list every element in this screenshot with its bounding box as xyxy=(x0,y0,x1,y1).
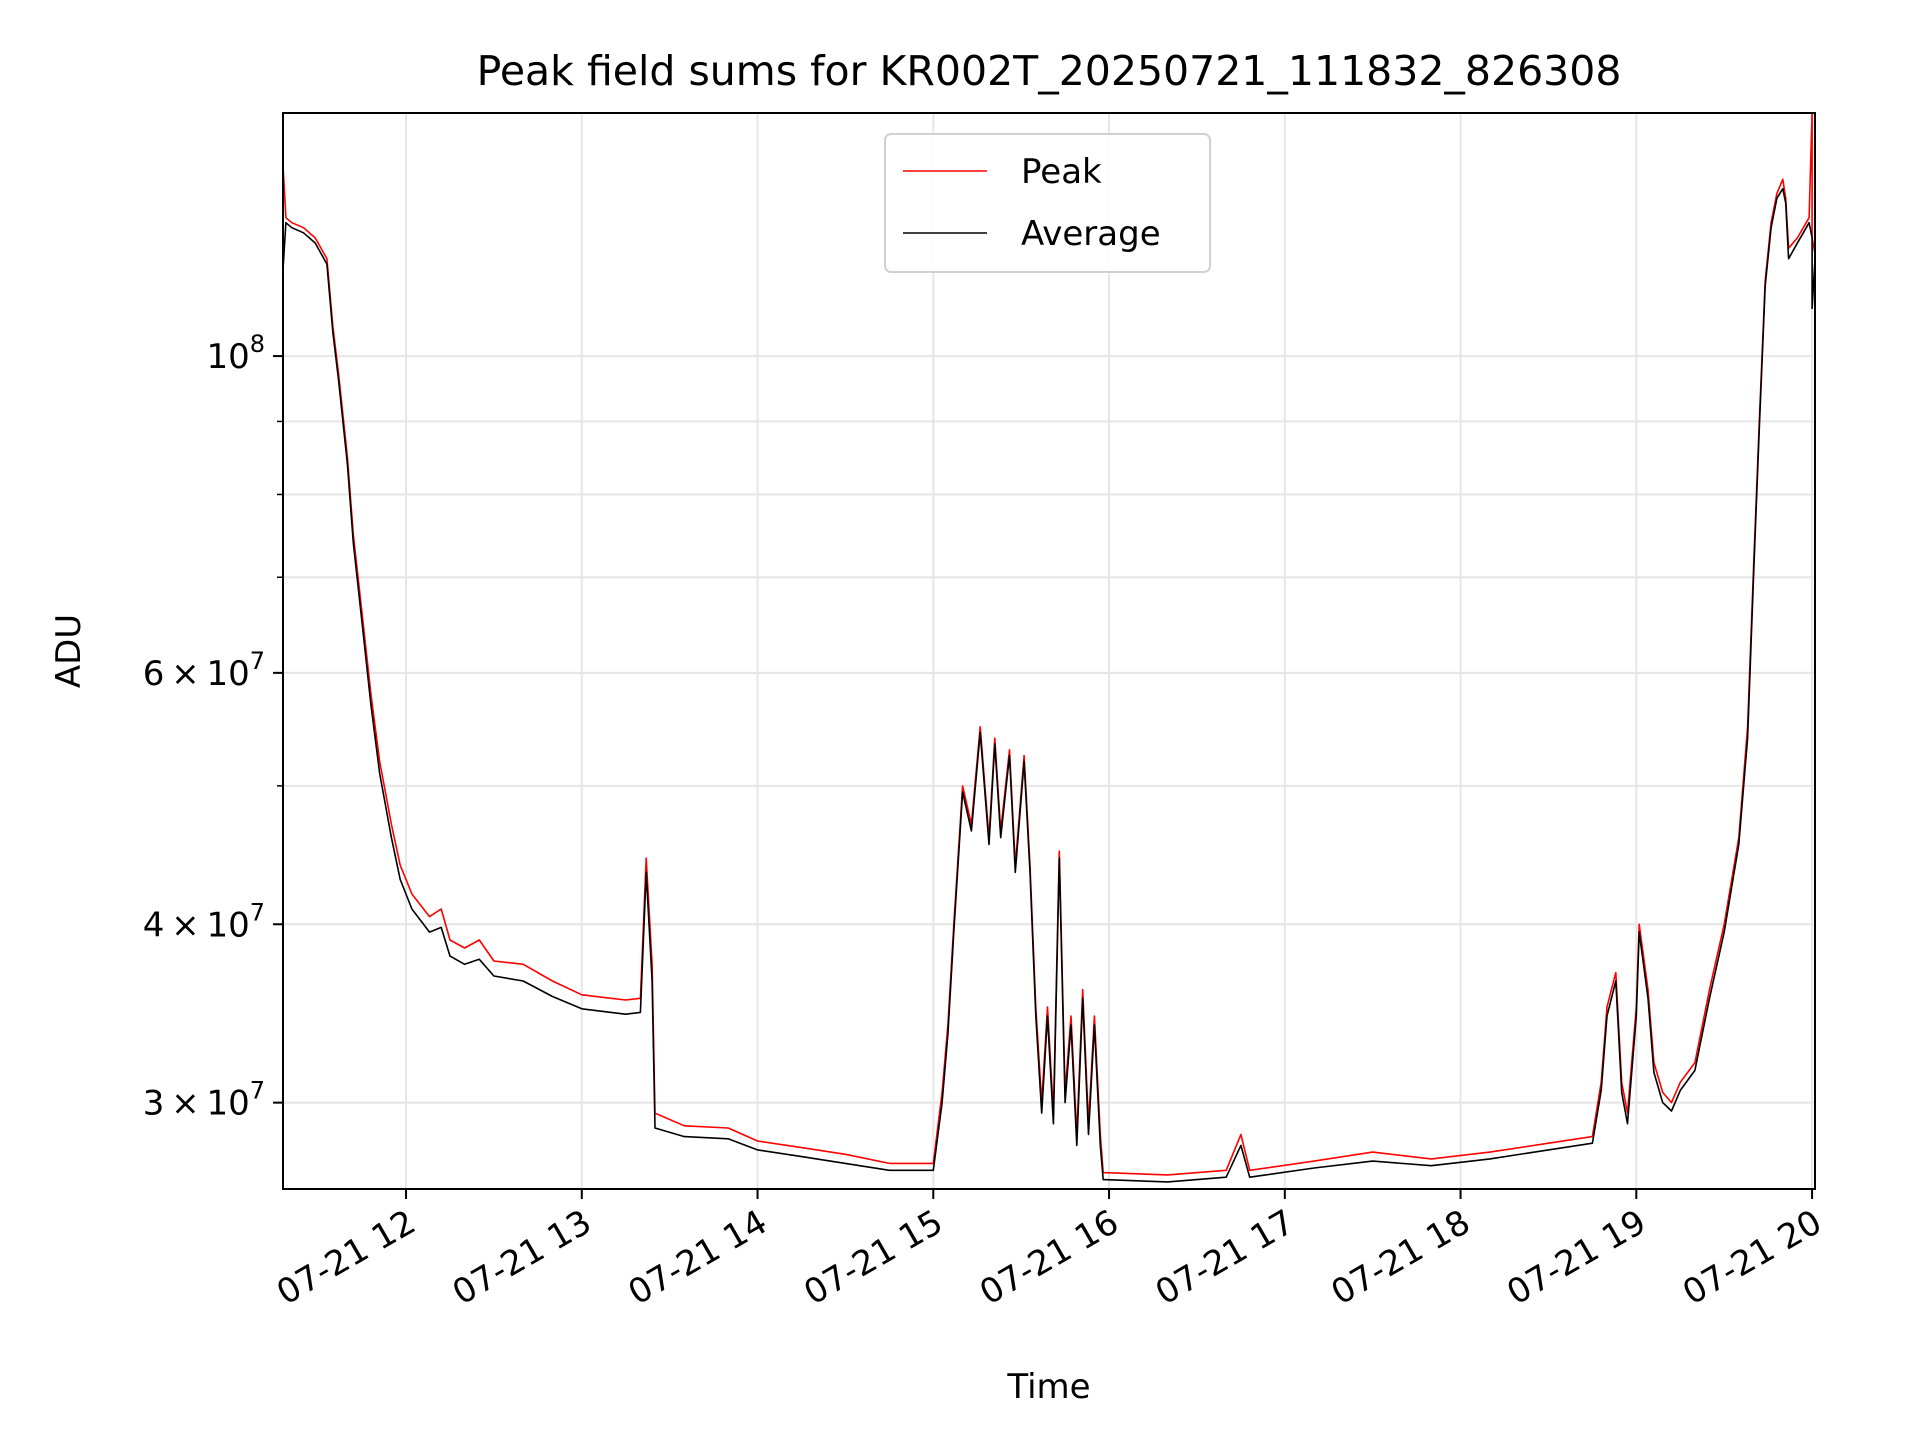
legend-box xyxy=(884,133,1211,273)
x-axis-label: Time xyxy=(1006,1367,1090,1407)
legend: Peak Average xyxy=(884,133,1211,273)
series-line-average xyxy=(283,187,1815,1183)
y-tick-label: 6 × 107 xyxy=(143,647,265,694)
legend-peak-label: Peak xyxy=(1021,152,1102,192)
plot-frame xyxy=(282,112,1816,1190)
y-tick-label: 108 xyxy=(206,330,265,377)
series-layer xyxy=(283,113,1815,1183)
y-tick-label: 4 × 107 xyxy=(143,898,265,945)
legend-average-label: Average xyxy=(1021,214,1161,254)
y-tick-label: 3 × 107 xyxy=(143,1077,265,1124)
chart-title: Peak field sums for KR002T_20250721_1118… xyxy=(477,47,1622,95)
y-axis-label: ADU xyxy=(49,614,89,688)
